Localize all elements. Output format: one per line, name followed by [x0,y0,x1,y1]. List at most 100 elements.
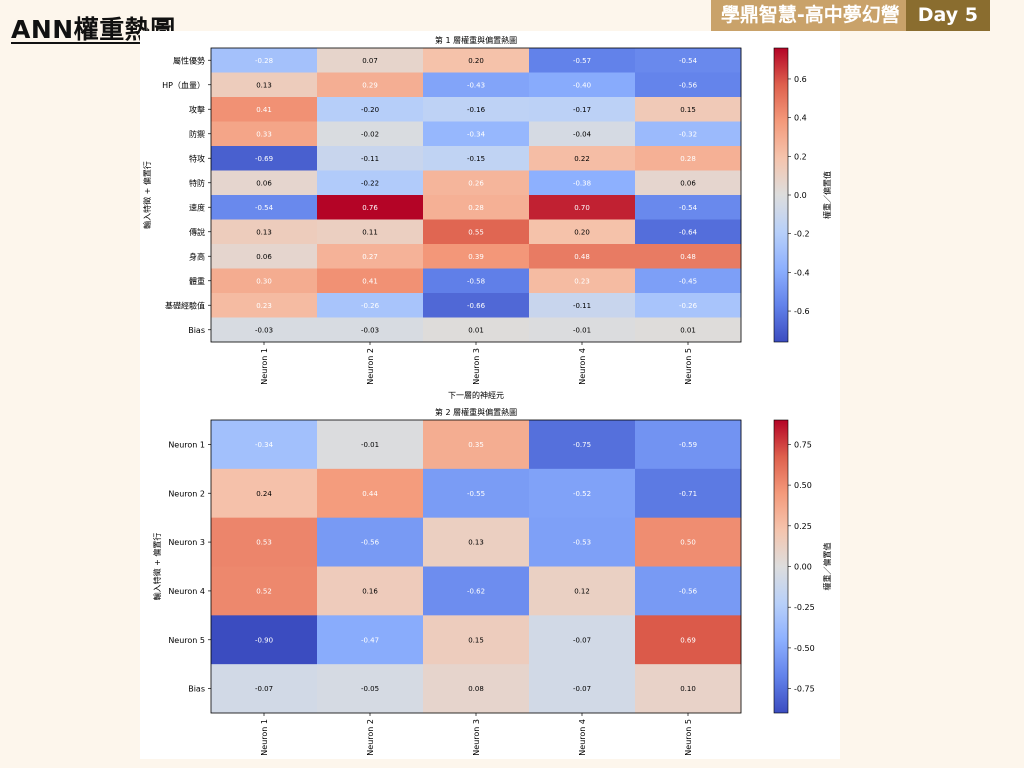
cell-value-label: -0.16 [467,106,486,114]
heatmap-cell [317,170,424,196]
cell-value-label: 0.15 [468,636,484,644]
cell-value-label: 0.52 [256,587,272,595]
x-tick-label: Neuron 1 [260,348,269,385]
heatmap-cell [423,195,530,220]
brand-name: 學鼎智慧-高中夢幻營 [710,0,906,31]
cell-value-label: 0.69 [680,636,696,644]
heatmap-cell [529,664,636,714]
heatmap-cell [529,146,636,171]
heatmap-cell [635,566,742,616]
cell-value-label: 0.13 [256,81,272,89]
cell-value-label: 0.01 [680,326,696,334]
heatmap-cell [423,293,530,318]
heatmap-cell [635,48,742,73]
cell-value-label: -0.20 [361,106,379,114]
x-tick-label: Neuron 3 [472,719,481,756]
cell-value-label: -0.45 [679,277,697,285]
colorbar-tick-label: 0.50 [794,481,812,490]
cell-value-label: -0.64 [679,228,698,236]
colorbar-tick-label: 0.6 [794,75,807,84]
x-axis-label: 下一層的神經元 [448,390,504,400]
cell-value-label: -0.58 [467,277,485,285]
colorbar-tick-label: -0.75 [794,685,815,694]
cell-value-label: 0.06 [680,179,696,187]
colorbar-tick-label: 0.2 [794,152,807,161]
heatmap-cell [211,664,318,714]
cell-value-label: -0.26 [361,302,380,310]
cell-value-label: -0.54 [679,204,698,212]
cell-value-label: -0.34 [255,441,274,449]
cell-value-label: 0.27 [362,253,378,261]
heatmap-cell [317,72,424,98]
cell-value-label: -0.59 [679,441,697,449]
y-tick-label: Neuron 5 [168,636,205,645]
heatmap-cell [317,97,424,122]
heatmap-cell [529,121,636,147]
cell-value-label: -0.15 [467,155,485,163]
heatmap-cell [529,170,636,196]
cell-value-label: -0.43 [467,81,485,89]
heatmap-cell [317,517,424,567]
y-tick-label: 屬性優勢 [173,55,205,65]
heatmap-cell [529,195,636,220]
colorbar-tick-label: 0.00 [794,563,812,572]
heatmap-cell [317,664,424,714]
heatmap-cell [423,420,530,470]
heatmap-cell [211,317,318,343]
cell-value-label: 0.30 [256,277,272,285]
cell-value-label: 0.06 [256,179,272,187]
cell-value-label: 0.41 [362,277,378,285]
cell-value-label: 0.12 [574,587,590,595]
cell-value-label: 0.53 [256,539,272,547]
heatmap-figure: 第 1 層權重與偏置熱圖 -0.28 0.07 0.20 -0.57 -0.54 0.13 0… [142,35,832,756]
cell-value-label: -0.55 [467,490,485,498]
cell-value-label: -0.22 [361,179,379,187]
colorbar-tick-label: 0.0 [794,191,807,200]
y-tick-label: HP（血量） [162,80,205,90]
y-tick-label: Bias [188,685,205,694]
cell-value-label: 0.08 [468,685,484,693]
cell-value-label: -0.54 [679,57,698,65]
heatmap-cell [423,219,530,245]
heatmap-2: 第 2 層權重與偏置熱圖 -0.34 -0.01 0.35 -0.75 -0.59 0.24… [152,407,832,756]
colorbar-tick-label: -0.6 [794,307,810,316]
cell-value-label: 0.48 [680,253,696,261]
heatmap-cell [635,468,742,519]
cell-value-label: 0.16 [362,587,378,595]
cell-value-label: -0.62 [467,587,485,595]
cell-value-label: -0.05 [361,685,379,693]
heatmap-cell [211,244,318,269]
heatmap-cell [317,420,424,470]
cell-value-label: 0.28 [468,204,484,212]
heatmap-cell [635,97,742,122]
heatmap-cell [529,420,636,470]
heatmap-cell [423,72,530,98]
heatmap-1: 第 1 層權重與偏置熱圖 -0.28 0.07 0.20 -0.57 -0.54 0.13 0… [142,35,832,400]
heatmap-cell [635,268,742,294]
cell-value-label: -0.54 [255,204,274,212]
chart-canvas: 第 1 層權重與偏置熱圖 -0.28 0.07 0.20 -0.57 -0.54 0.13 0… [140,31,840,759]
heatmap-cell [529,48,636,73]
cell-value-label: -0.01 [573,326,591,334]
x-tick-label: Neuron 2 [366,719,375,756]
heatmap-cell [317,195,424,220]
heatmap-cell [529,268,636,294]
cell-value-label: 0.01 [468,326,484,334]
day-badge: Day 5 [905,0,990,31]
cell-value-label: 0.06 [256,253,272,261]
colorbar-tick-label: 0.25 [794,522,812,531]
cell-value-label: 0.33 [256,130,272,138]
heatmap-cell [211,420,318,470]
y-tick-label: 傳說 [189,227,205,237]
cell-value-label: 0.26 [468,179,484,187]
x-tick-label: Neuron 1 [260,719,269,756]
heatmap-cell [529,517,636,567]
cell-value-label: -0.07 [573,685,591,693]
heatmap-cell [317,317,424,343]
heatmap-cell [423,517,530,567]
heatmap-cell [635,317,742,343]
cell-value-label: -0.17 [573,106,591,114]
heatmap-cell [635,121,742,147]
heatmap-cell [635,517,742,567]
heatmap-cell [317,121,424,147]
